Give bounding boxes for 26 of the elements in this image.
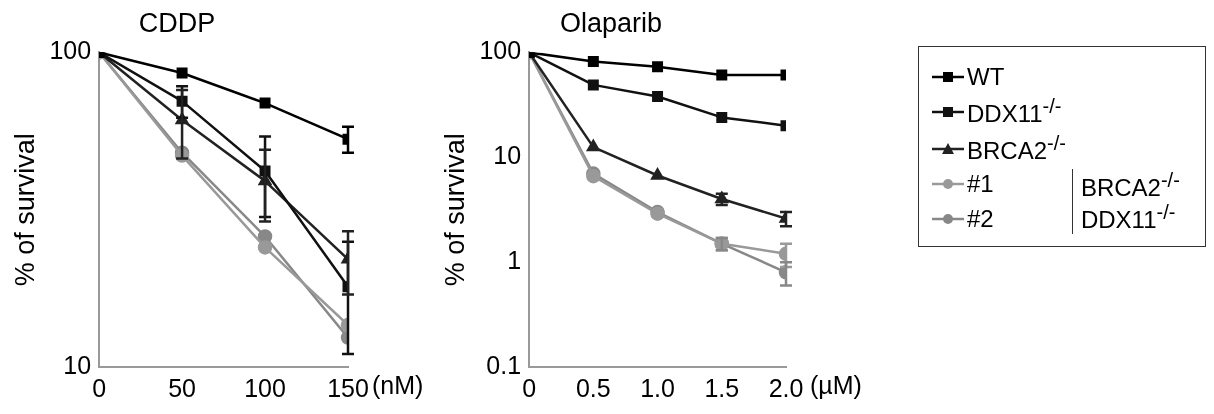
x-tick-label: 0.5 — [575, 373, 611, 402]
x-tick-label: 50 — [168, 373, 196, 402]
x-tick-label: 2.0 — [768, 373, 804, 402]
x-tick-label: 150 — [327, 373, 369, 402]
legend-label: BRCA2$^{-/-}$ — [967, 132, 1066, 165]
y-tick-label: 10 — [493, 141, 522, 170]
chart-title: CDDP — [138, 7, 216, 38]
chart-title: Olaparib — [559, 7, 663, 38]
y-tick-label: 100 — [479, 36, 522, 65]
x-tick-label: 0 — [522, 373, 537, 402]
legend-label: WT — [967, 63, 1005, 91]
y-tick-label: 0.1 — [486, 350, 522, 379]
x-tick-label: 100 — [244, 373, 286, 402]
legend-label: #2 — [967, 204, 994, 233]
x-tick-label: 1.5 — [704, 373, 740, 402]
x-tick-label: 1.0 — [640, 373, 675, 402]
x-axis-title: (µM) — [810, 371, 862, 400]
y-axis-title: % of survival — [9, 133, 40, 287]
y-tick-label: 1 — [507, 246, 522, 275]
y-tick-label: 10 — [63, 350, 92, 379]
legend-title: BRCA2$^{-/-}$ DDX11$^{-/-}$ — [1071, 169, 1199, 234]
x-tick-label: 0 — [92, 373, 107, 402]
x-axis-title: (nM) — [372, 371, 424, 400]
legend-label: DDX11$^{-/-}$ — [967, 95, 1062, 128]
y-axis-title: % of survival — [439, 133, 470, 287]
legend-label: #1 — [967, 170, 994, 199]
